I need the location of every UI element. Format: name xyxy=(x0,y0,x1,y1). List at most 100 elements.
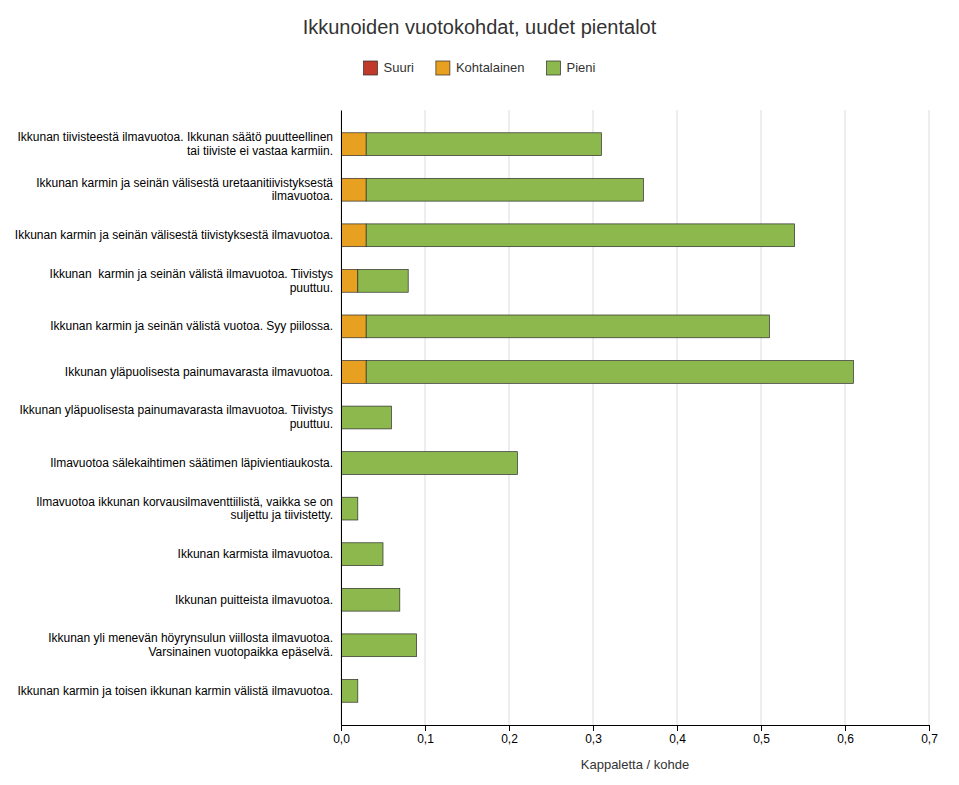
y-tick-label: Ikkunan karmin ja seinän välisestä ureta… xyxy=(36,176,333,204)
legend-swatch xyxy=(547,61,561,75)
legend-swatch xyxy=(364,61,378,75)
x-tick-label: 0,3 xyxy=(585,732,602,746)
x-tick-mark xyxy=(509,725,510,731)
x-tick-label: 0,0 xyxy=(333,732,350,746)
legend-label: Kohtalainen xyxy=(456,60,525,75)
bar-segment xyxy=(341,406,391,429)
x-tick-label: 0,4 xyxy=(669,732,686,746)
y-tick-label-line: Ikkunan tiivisteestä ilmavuotoa. Ikkunan… xyxy=(17,130,333,144)
y-tick-label: Ikkunan yli menevän höyrynsulun viillost… xyxy=(48,631,333,659)
y-axis-line xyxy=(341,111,342,726)
bar-segment xyxy=(341,361,366,384)
y-tick-label-line: Varsinainen vuotopaikka epäselvä. xyxy=(148,645,333,659)
x-tick-label: 0,1 xyxy=(417,732,434,746)
legend-label: Suuri xyxy=(384,60,414,75)
y-tick: Ikkunan yläpuolisesta painumavarasta ilm… xyxy=(65,365,341,379)
bar-segment xyxy=(341,224,366,247)
bar-segment xyxy=(341,588,400,611)
bar-segment xyxy=(341,133,366,156)
x-axis: 0,0 0,1 0,2 0,3 0,4 0,5 0,6 0,7 xyxy=(333,725,938,746)
legend-item: Pieni xyxy=(547,60,596,75)
bar-segment xyxy=(341,452,517,475)
x-tick-label: 0,2 xyxy=(501,732,518,746)
bar-segment xyxy=(366,224,794,247)
title: Ikkunoiden vuotokohdat, uudet pientalot xyxy=(303,16,657,38)
legend-item: Kohtalainen xyxy=(436,60,525,75)
bar-segment xyxy=(358,269,408,292)
bars xyxy=(341,133,853,702)
grid-line xyxy=(341,110,342,725)
y-tick-label: Ikkunan yläpuolisesta painumavarasta ilm… xyxy=(65,365,333,379)
y-tick-label-line: Ikkunan karmin ja toisen ikkunan karmin … xyxy=(18,684,333,698)
y-tick-label: Ikkunan karmin ja seinän välisestä tiivi… xyxy=(15,228,333,242)
x-tick: 0,5 xyxy=(753,725,770,746)
grid-line xyxy=(761,110,762,725)
y-tick: Ikkunan tiivisteestä ilmavuotoa. Ikkunan… xyxy=(17,130,341,158)
y-tick: Ikkunan puitteista ilmavuotoa. xyxy=(175,593,341,607)
y-axis: Ikkunan tiivisteestä ilmavuotoa. Ikkunan… xyxy=(15,111,342,726)
y-tick: Ikkunan karmin ja seinän välistä vuotoa.… xyxy=(50,319,341,333)
bar-segment xyxy=(366,315,769,338)
y-tick-label-line: Ikkunan yläpuolisesta painumavarasta ilm… xyxy=(65,365,333,379)
y-tick-label-line: Ikkunan karmin ja seinän välistä ilmavuo… xyxy=(50,267,333,281)
grid-line xyxy=(677,110,678,725)
x-tick: 0,3 xyxy=(585,725,602,746)
y-tick: Ikkunan karmista ilmavuotoa. xyxy=(178,547,341,561)
x-tick-label: 0,6 xyxy=(837,732,854,746)
y-tick: Ikkunan karmin ja toisen ikkunan karmin … xyxy=(18,684,341,698)
grid xyxy=(341,110,929,725)
bar-segment xyxy=(341,679,358,702)
x-tick: 0,1 xyxy=(417,725,434,746)
y-tick-label: Ilmavuotoa sälekaihtimen säätimen läpivi… xyxy=(50,456,333,470)
x-tick-mark xyxy=(341,725,342,731)
y-tick-label-line: Ilmavuotoa sälekaihtimen säätimen läpivi… xyxy=(50,456,333,470)
grid-line xyxy=(929,110,930,725)
y-tick-label-line: Ilmavuotoa ikkunan korvausilmaventtiilis… xyxy=(36,495,333,509)
bar-segment xyxy=(341,634,417,657)
chart: Ikkunoiden vuotokohdat, uudet pientalot S… xyxy=(0,0,959,785)
y-tick-label: Ikkunan puitteista ilmavuotoa. xyxy=(175,593,333,607)
legend-label: Pieni xyxy=(567,60,596,75)
x-tick-mark xyxy=(929,725,930,731)
bar-segment xyxy=(341,178,366,201)
x-tick-mark xyxy=(845,725,846,731)
grid-line xyxy=(845,110,846,725)
x-tick: 0,4 xyxy=(669,725,686,746)
y-tick-label-line: ilmavuotoa. xyxy=(272,189,333,203)
legend-swatch xyxy=(436,61,450,75)
y-tick: Ikkunan karmin ja seinän välisestä tiivi… xyxy=(15,228,341,242)
y-tick: Ikkunan karmin ja seinän välistä ilmavuo… xyxy=(50,267,341,295)
y-tick-label: Ikkunan karmin ja seinän välistä vuotoa.… xyxy=(50,319,333,333)
y-tick: Ilmavuotoa ikkunan korvausilmaventtiilis… xyxy=(36,495,341,523)
y-tick: Ikkunan karmin ja seinän välisestä ureta… xyxy=(36,176,341,204)
y-tick-label-line: Ikkunan karmin ja seinän välisestä ureta… xyxy=(36,176,333,190)
x-tick: 0,7 xyxy=(921,725,938,746)
y-tick-label: Ikkunan tiivisteestä ilmavuotoa. Ikkunan… xyxy=(17,130,333,158)
y-tick: Ikkunan yläpuolisesta painumavarasta ilm… xyxy=(20,403,342,431)
y-tick-label-line: suljettu ja tiivistetty. xyxy=(231,508,333,522)
grid-line xyxy=(425,110,426,725)
y-tick-label-line: Ikkunan karmista ilmavuotoa. xyxy=(178,547,333,561)
series xyxy=(341,133,853,702)
y-tick-label-line: Ikkunan karmin ja seinän välisestä tiivi… xyxy=(15,228,333,242)
bar-segment xyxy=(341,269,358,292)
x-tick-mark xyxy=(761,725,762,731)
y-tick-label-line: Ikkunan karmin ja seinän välistä vuotoa.… xyxy=(50,319,333,333)
x-tick-label: 0,5 xyxy=(753,732,770,746)
bar-segment xyxy=(341,543,383,566)
x-tick: 0,0 xyxy=(333,725,350,746)
y-tick-label-line: Ikkunan yläpuolisesta painumavarasta ilm… xyxy=(20,403,334,417)
x-tick-mark xyxy=(677,725,678,731)
grid-line xyxy=(593,110,594,725)
x-tick: 0,6 xyxy=(837,725,854,746)
plot: 0,0 0,1 0,2 0,3 0,4 0,5 0,6 0,7 Ikkunan tiiviste… xyxy=(15,110,938,746)
y-tick-label: Ikkunan karmista ilmavuotoa. xyxy=(178,547,333,561)
bar-segment xyxy=(366,133,601,156)
y-tick: Ikkunan yli menevän höyrynsulun viillost… xyxy=(48,631,341,659)
bar-segment xyxy=(366,361,853,384)
series xyxy=(341,133,366,384)
y-tick-label: Ikkunan yläpuolisesta painumavarasta ilm… xyxy=(20,403,334,431)
grid-line xyxy=(509,110,510,725)
y-tick-label-line: puuttuu. xyxy=(290,417,333,431)
bar-segment xyxy=(366,178,643,201)
